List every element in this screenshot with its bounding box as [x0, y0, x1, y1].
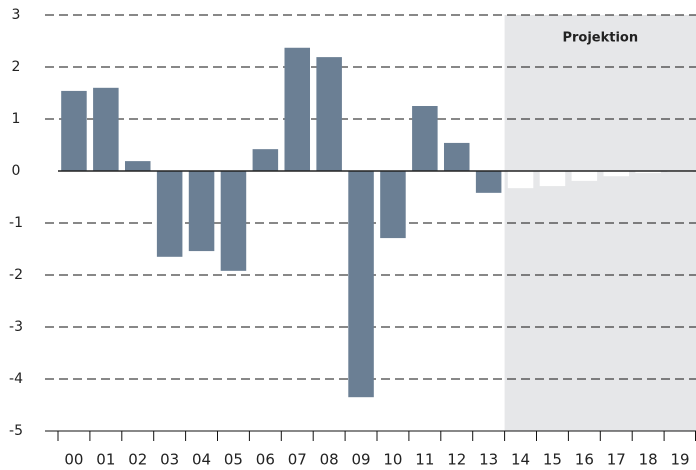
y-tick-label: -2 — [9, 267, 23, 283]
y-tick-label: -4 — [9, 371, 23, 387]
y-tick-label: 2 — [12, 59, 21, 75]
x-tick-label: 12 — [447, 451, 466, 469]
bar — [124, 161, 151, 171]
bar — [252, 149, 279, 171]
x-tick-label: 17 — [607, 451, 626, 469]
bar — [93, 87, 119, 171]
x-tick-label: 11 — [415, 451, 434, 469]
bar — [412, 106, 438, 171]
annotation: Projektion — [562, 31, 638, 46]
x-tick-label: 03 — [160, 451, 179, 469]
bar — [61, 90, 87, 171]
x-tick-label: 07 — [288, 451, 307, 469]
x-tick-label: 18 — [639, 451, 658, 469]
x-tick-label: 04 — [192, 451, 211, 469]
y-tick-label: -1 — [9, 215, 23, 231]
y-tick-label: -5 — [9, 423, 23, 439]
x-tick-label: 05 — [224, 451, 243, 469]
bar — [220, 171, 247, 271]
bar — [443, 142, 470, 171]
x-tick-label: 09 — [352, 451, 371, 469]
bar — [316, 57, 342, 172]
x-tick-label: 00 — [64, 451, 83, 469]
x-tick-label: 19 — [671, 451, 690, 469]
y-tick-label: 3 — [12, 7, 21, 23]
x-tick-label: 16 — [575, 451, 594, 469]
y-tick-label: 0 — [12, 163, 21, 179]
bar — [475, 171, 502, 193]
bar — [284, 47, 311, 172]
bar — [539, 171, 566, 187]
y-tick-label: 1 — [12, 111, 21, 127]
x-tick-label: 14 — [511, 451, 530, 469]
x-tick-label: 08 — [320, 451, 339, 469]
x-tick-label: 10 — [383, 451, 402, 469]
bar — [348, 171, 374, 398]
x-tick-label: 15 — [543, 451, 562, 469]
x-tick-label: 02 — [128, 451, 147, 469]
bar — [188, 171, 215, 252]
bar — [571, 171, 598, 181]
bar — [635, 171, 661, 174]
bar — [380, 171, 406, 239]
bar — [603, 171, 630, 177]
x-tick-label: 13 — [479, 451, 498, 469]
x-tick-label: 01 — [96, 451, 115, 469]
bar — [507, 171, 534, 189]
x-tick-label: 06 — [256, 451, 275, 469]
bar — [156, 171, 183, 257]
y-tick-label: -3 — [9, 319, 23, 335]
